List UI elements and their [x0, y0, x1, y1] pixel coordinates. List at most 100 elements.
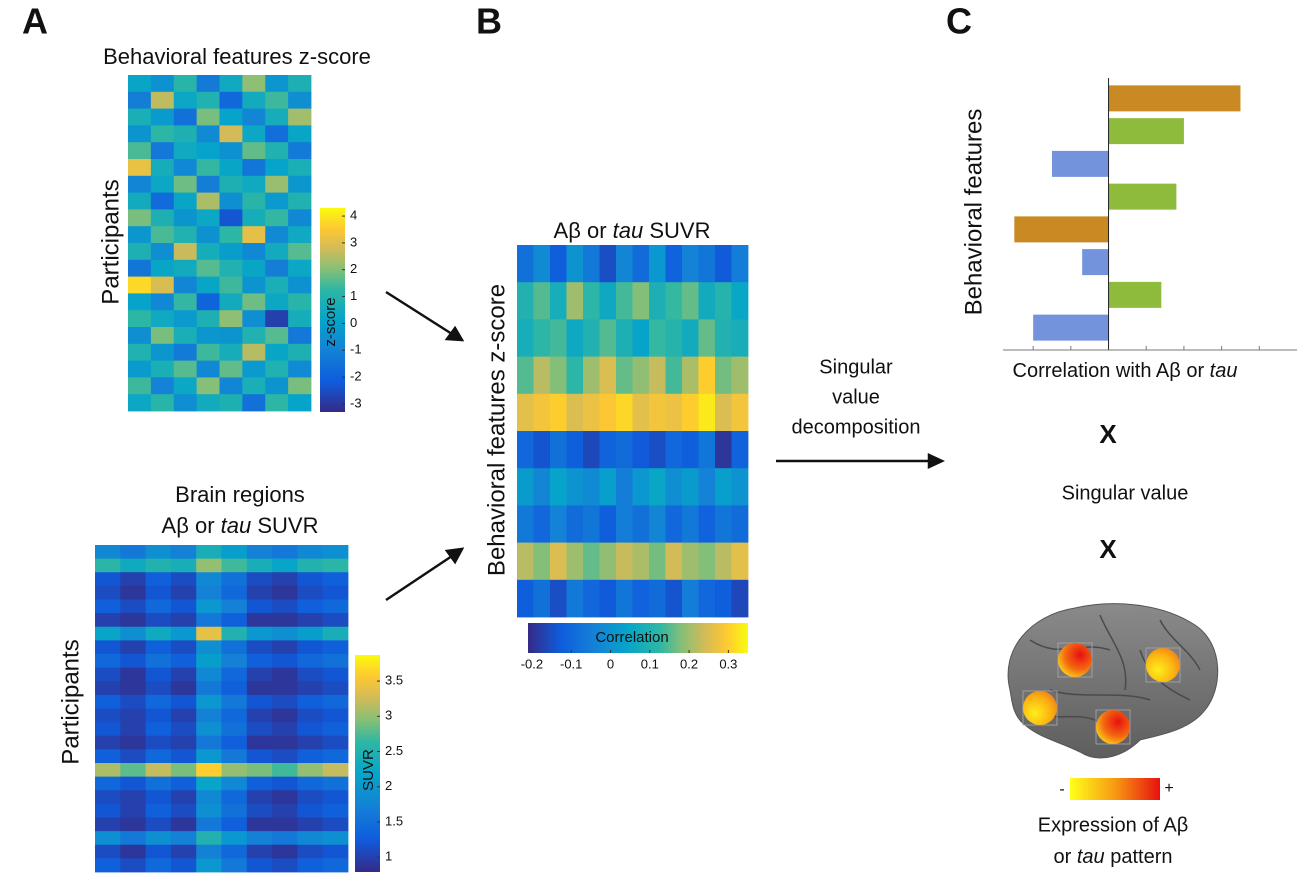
heatmap-cell — [145, 681, 172, 696]
heatmap-cell — [170, 599, 197, 614]
heatmap-cell — [665, 468, 683, 506]
heatmap-cell — [715, 579, 732, 618]
heatmap-cell — [95, 613, 121, 628]
heatmap-cell — [297, 572, 324, 587]
heatmap-cell — [95, 599, 121, 614]
heatmap-cell — [221, 585, 248, 600]
heatmap-cell — [550, 393, 567, 432]
heatmap-cell — [221, 640, 248, 655]
heatmap-cell — [715, 245, 732, 283]
colorbar-tick-label: 2 — [350, 261, 357, 276]
heatmap-cell — [246, 654, 273, 669]
heatmap-cell — [173, 293, 198, 311]
heatmap-cell — [196, 844, 222, 859]
heatmap-cell — [219, 142, 243, 160]
heatmap-cell — [170, 749, 197, 764]
title-part: SUVR — [251, 513, 318, 538]
heatmap-cell — [170, 585, 197, 600]
heatmap-cell — [698, 505, 716, 543]
heatmap-cell — [731, 505, 749, 543]
heatmap-cell — [246, 844, 273, 859]
heatmap-cell — [583, 468, 600, 506]
heatmap-cell — [533, 282, 551, 320]
heatmap-cell — [150, 343, 175, 361]
arrows — [385, 290, 945, 602]
heatmap-cell — [173, 75, 198, 93]
heatmap-cell — [196, 790, 222, 805]
heatmap-cell — [599, 319, 617, 357]
heatmap-cell — [246, 558, 273, 573]
heatmap-cell — [221, 790, 248, 805]
heatmap-cell — [297, 790, 324, 805]
heatmap-cell — [272, 722, 298, 737]
heatmap-cell — [649, 468, 666, 506]
heatmap-cell — [665, 431, 683, 469]
heatmap-cell — [632, 579, 650, 618]
heatmap-cell — [632, 319, 650, 357]
y-axis-label: Participants — [57, 639, 84, 764]
heatmap-cell — [517, 319, 534, 357]
heatmap-cell — [649, 393, 666, 432]
colorbar-tick-label: 3.5 — [385, 673, 403, 688]
colorbar-tick-label: -1 — [350, 342, 362, 357]
heatmap-cell — [715, 505, 732, 543]
caption-part: tau — [1077, 846, 1105, 868]
heatmap-cell — [173, 91, 198, 109]
heatmap-cell — [297, 803, 324, 818]
heatmap-cell — [219, 343, 243, 361]
heatmap-cell — [170, 735, 197, 750]
heatmap-cell — [95, 572, 121, 587]
heatmap-cell — [272, 667, 298, 682]
heatmap-cell — [583, 356, 600, 395]
heatmap-cell — [297, 694, 324, 709]
heatmap-cell — [95, 667, 121, 682]
y-axis-label: Participants — [97, 179, 124, 304]
heatmap-title: Behavioral features z-score — [103, 44, 371, 69]
heatmap-cell — [145, 572, 172, 587]
heatmap-cell — [170, 558, 197, 573]
heatmap-cell — [322, 640, 349, 655]
heatmap-cell — [150, 243, 175, 261]
legend-caption: or tau pattern — [1054, 846, 1173, 868]
heatmap-cell — [170, 817, 197, 832]
arrow — [385, 290, 453, 336]
heatmap-cell — [272, 790, 298, 805]
heatmap-cell — [170, 654, 197, 669]
heatmap-cell — [533, 319, 551, 357]
heatmap-cell — [297, 667, 324, 682]
heatmap-cell — [145, 558, 172, 573]
bar — [1108, 281, 1162, 308]
heatmap-cell — [196, 572, 222, 587]
heatmap-cell — [242, 310, 266, 328]
heatmap-cell — [219, 259, 243, 277]
heatmap-title: Aβ or tau SUVR — [162, 513, 319, 538]
heatmap-cell — [533, 245, 551, 283]
heatmap-cell — [297, 545, 324, 560]
heatmap-cell — [599, 393, 617, 432]
heatmap-cell — [265, 259, 289, 277]
heatmap-cell — [533, 356, 551, 395]
heatmap-cell — [550, 468, 567, 506]
heatmap-cell — [196, 763, 222, 778]
heatmap-cell — [145, 817, 172, 832]
heatmap-cell — [297, 722, 324, 737]
heatmap-cell — [196, 142, 220, 160]
heatmap-cell — [550, 245, 567, 283]
heatmap-cell — [196, 377, 220, 395]
bar — [1082, 249, 1109, 276]
heatmap-cell — [550, 319, 567, 357]
heatmap-cell — [583, 579, 600, 618]
heatmap-cell — [297, 776, 324, 791]
colorbar-tick-label: -0.2 — [521, 656, 543, 671]
heatmap-cell — [170, 572, 197, 587]
heatmap-cell — [219, 209, 243, 227]
heatmap-cell — [297, 654, 324, 669]
heatmap-cell — [173, 394, 198, 412]
heatmap-cell — [128, 125, 152, 143]
heatmap-cell — [616, 319, 633, 357]
heatmap-cell — [170, 858, 197, 873]
heatmap-cell — [297, 735, 324, 750]
heatmap-cell — [246, 599, 273, 614]
heatmap-cell — [221, 803, 248, 818]
heatmap-cell — [170, 790, 197, 805]
